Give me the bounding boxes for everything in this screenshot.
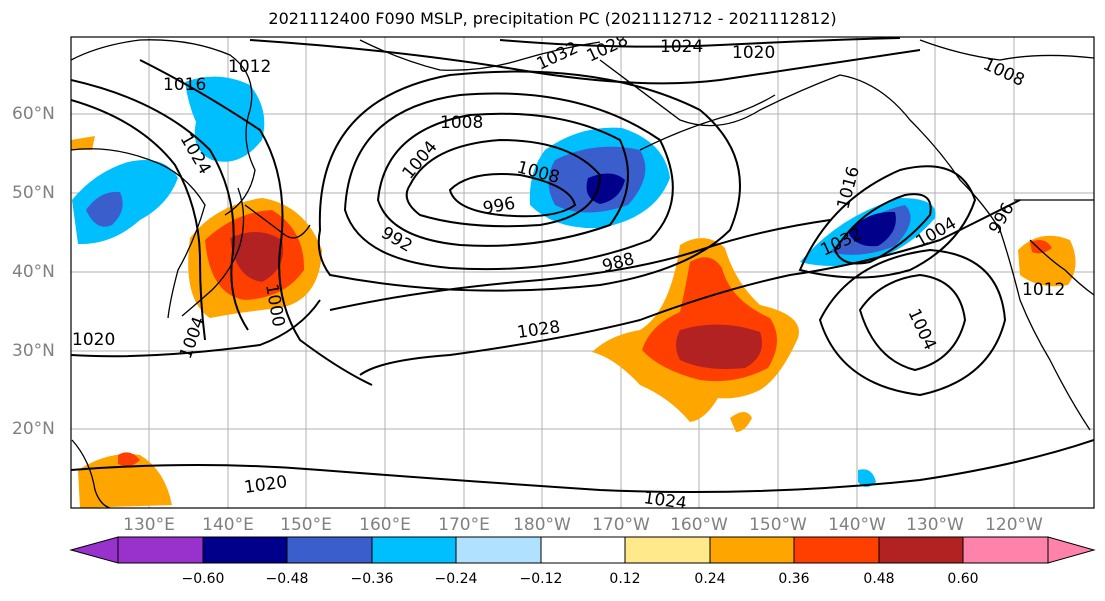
map-title: 2021112400 F090 MSLP, precipitation PC (… (268, 9, 837, 28)
lat-label: 50°N (12, 183, 55, 203)
isobar-label: 1020 (72, 330, 115, 350)
isobar-label: 1012 (228, 57, 271, 77)
colorbar-tick: −0.36 (350, 571, 394, 587)
isobar-label: 1028 (584, 30, 632, 66)
colorbar-bin (878, 536, 964, 564)
colorbar-bin (286, 536, 373, 564)
gridlines (71, 37, 1094, 508)
colorbar-bin (371, 536, 457, 564)
colorbar-tick: 0.60 (947, 571, 979, 587)
isobar-label: 1020 (243, 472, 289, 498)
lat-label: 60°N (12, 104, 55, 124)
isobar-label: 1016 (834, 164, 865, 211)
colorbar-tick: −0.24 (434, 571, 478, 587)
lon-label: 130°W (906, 515, 964, 535)
colorbar-bin (455, 536, 542, 564)
isobar-label: 1024 (660, 37, 703, 57)
colorbar-bin (117, 536, 204, 564)
colorbar-bin (793, 536, 880, 564)
lon-label: 120°W (985, 515, 1043, 535)
colorbar-tick: 0.12 (609, 571, 641, 587)
negative-precip-anomaly (72, 76, 936, 487)
isobar-label: 1024 (642, 488, 688, 514)
colorbar-tick: −0.12 (519, 571, 563, 587)
isobar-label: 1004 (903, 306, 939, 354)
isobar-label: 1012 (1022, 280, 1065, 300)
colorbar-tick: −0.48 (265, 571, 309, 587)
colorbar-tick: −0.60 (181, 571, 225, 587)
positive-precip-anomaly (71, 136, 1076, 508)
colorbar-bin (962, 536, 1049, 564)
colorbar-bin (540, 536, 626, 564)
isobar-label: 1020 (732, 43, 775, 63)
isobar-label: 1008 (440, 113, 483, 133)
lon-label: 160°E (359, 515, 411, 535)
colorbar-tick: 0.48 (863, 571, 895, 587)
lon-label: 140°E (202, 515, 254, 535)
lon-label: 160°W (670, 515, 728, 535)
colorbar-tick: 0.24 (694, 571, 726, 587)
colorbar-bin (624, 536, 711, 564)
colorbar-tick: 0.36 (778, 571, 810, 587)
colorbar (69, 536, 1096, 564)
isobars (71, 37, 1094, 494)
lon-label: 170°W (592, 515, 650, 535)
lat-label: 20°N (12, 419, 55, 439)
lon-label: 140°W (828, 515, 886, 535)
isobar-label: 988 (600, 249, 637, 277)
lon-label: 180°W (513, 515, 571, 535)
lon-label: 150°E (280, 515, 332, 535)
lon-label: 170°E (438, 515, 490, 535)
lat-label: 30°N (12, 341, 55, 361)
lon-label: 130°E (123, 515, 175, 535)
colorbar-extend-max (1047, 536, 1096, 564)
isobar-labels: 1024 1020 1012 1016 1032 1028 1008 1004 … (72, 30, 1065, 514)
coastlines (71, 39, 1094, 508)
isobar-label: 1016 (163, 75, 206, 95)
lat-label: 40°N (12, 262, 55, 282)
colorbar-bin (709, 536, 795, 564)
lon-label: 150°W (749, 515, 807, 535)
map-frame (70, 36, 1095, 509)
colorbar-bin (202, 536, 288, 564)
colorbar-extend-min (69, 536, 119, 564)
